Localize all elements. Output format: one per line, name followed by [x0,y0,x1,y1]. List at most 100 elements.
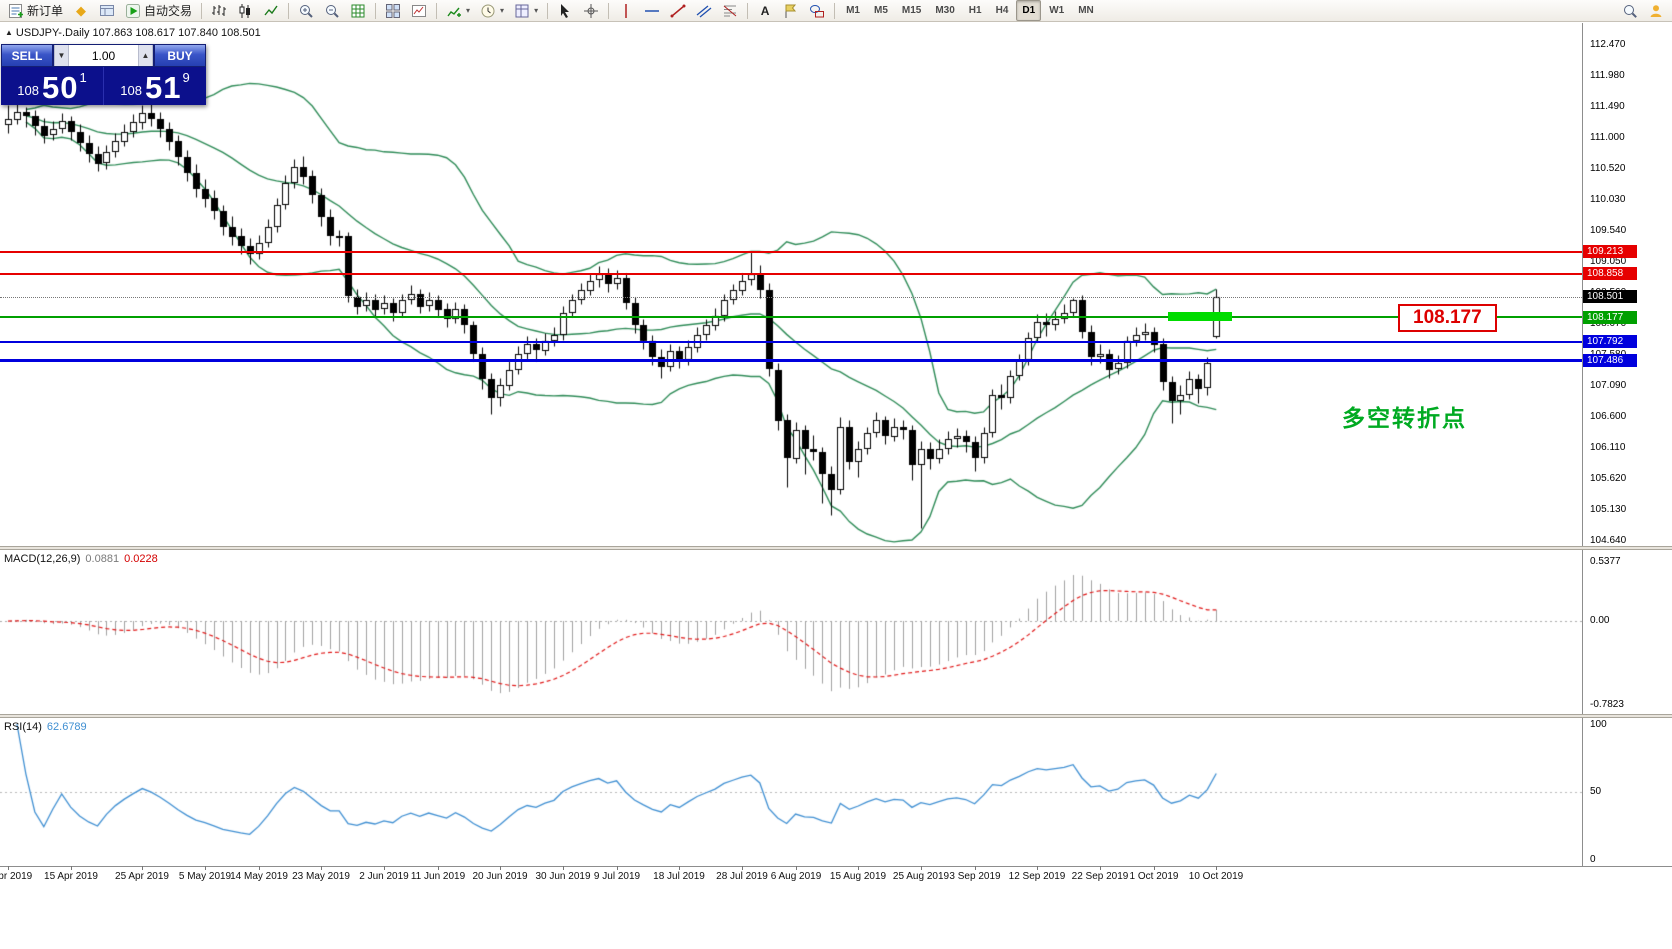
date-label: 10 Oct 2019 [1188,871,1244,882]
community-button[interactable] [1644,0,1668,21]
candlestick-button[interactable] [233,0,257,21]
autotrading-button[interactable]: 自动交易 [121,0,196,21]
macd-scale-bottom: -0.7823 [1590,699,1624,710]
text-button[interactable]: A [753,0,777,21]
channel-button[interactable] [692,0,716,21]
date-tick-mark [384,866,385,870]
template-icon: ◆ [76,2,87,18]
buy-price-base: 108 [120,83,142,98]
dropdown-caret-icon: ▾ [534,6,539,15]
date-label: 1 Oct 2019 [1129,871,1179,882]
buy-button[interactable]: BUY [154,44,206,67]
date-label: 30 Jun 2019 [535,871,591,882]
timeframe-mn-button[interactable]: MN [1078,5,1094,16]
price-callout-label[interactable]: 108.177 [1398,304,1497,332]
date-label: 23 May 2019 [292,871,350,882]
level-line-108.858[interactable] [0,273,1582,275]
date-label: 6 Aug 2019 [770,871,822,882]
timeframe-m5-button[interactable]: M5 [873,5,888,16]
price-tick-111.980: 111.980 [1590,70,1625,82]
timeframe-h1-button[interactable]: H1 [968,5,982,16]
indicators-dropdown[interactable]: ▾ [442,0,474,21]
horizontal-line-button[interactable] [640,0,664,21]
timeframe-m15-button[interactable]: M15 [901,5,922,16]
panel-separator[interactable] [0,714,1672,718]
bar-chart-button[interactable] [207,0,231,21]
macd-canvas[interactable] [0,550,1582,714]
buy-price-sup: 9 [182,70,190,85]
timeframe-d1-button[interactable]: D1 [1016,0,1042,21]
label-button[interactable] [779,0,803,21]
buy-price[interactable]: 108 51 9 [103,67,206,105]
rsi-canvas[interactable] [0,718,1582,866]
chart-title: ▲ USDJPY-.Daily 107.863 108.617 107.840 1… [5,27,261,39]
zoom-out-button[interactable] [320,0,344,21]
volume-decrease-button[interactable]: ▼ [54,45,69,66]
volume-input[interactable] [69,45,138,66]
turning-point-text[interactable]: 多空转折点 [1342,405,1467,431]
sell-price[interactable]: 108 50 1 [1,67,103,105]
timeframe-h4-button[interactable]: H4 [995,5,1009,16]
autotrading-icon [125,3,141,19]
toolbar: 新订单 ◆ 自动交易 ▾ ▾ ▾ A M1 M5 M15 M30 H1 H4 D1 W1 MN [0,0,1672,22]
sell-button[interactable]: SELL [1,44,53,67]
vertical-line-button[interactable] [614,0,638,21]
candlestick-icon [237,3,253,19]
line-chart-button[interactable] [259,0,283,21]
date-tick-mark [796,866,797,870]
trade-prices-row: 108 50 1 108 51 9 [1,67,206,105]
level-line-107.486[interactable] [0,359,1582,362]
price-tick-105.620: 105.620 [1590,473,1627,485]
green-highlight-bar[interactable] [1168,312,1232,321]
price-tag-107.792: 107.792 [1583,335,1637,349]
fibonacci-button[interactable] [718,0,742,21]
volume-increase-button[interactable]: ▲ [138,45,153,66]
date-label: 25 Apr 2019 [115,871,169,882]
crosshair-icon [583,3,599,19]
profiles-button[interactable] [95,0,119,21]
symbol-direction-icon: ▲ [5,28,13,37]
timeframe-m1-button[interactable]: M1 [846,5,860,16]
timeframe-w1-button[interactable]: W1 [1049,5,1065,16]
timeframe-m30-button[interactable]: M30 [935,5,955,16]
price-tick-111.000: 111.000 [1590,132,1625,144]
price-chart-canvas[interactable] [0,23,1582,546]
date-label: 25 Aug 2019 [892,871,950,882]
periods-dropdown[interactable]: ▾ [476,0,508,21]
date-tick-mark [617,866,618,870]
date-tick-mark [858,866,859,870]
level-line-108.177[interactable] [0,316,1582,318]
zoom-in-button[interactable] [294,0,318,21]
new-order-button[interactable]: 新订单 [4,0,67,21]
autotrading-button-label: 自动交易 [144,4,193,18]
tile-windows-button[interactable] [381,0,405,21]
grid-button[interactable] [346,0,370,21]
indicator-list-button[interactable] [407,0,431,21]
toolbar-separator [436,2,438,19]
rsi-value: 62.6789 [46,721,87,733]
level-line-108.501[interactable] [0,297,1582,298]
level-line-109.213[interactable] [0,251,1582,253]
date-tick-mark [563,866,564,870]
search-button[interactable] [1618,0,1642,21]
trendline-button[interactable] [666,0,690,21]
toolbar-separator [375,2,377,19]
trade-controls-row: SELL ▼ ▲ BUY [1,44,206,67]
shapes-button[interactable] [805,0,829,21]
date-label: 12 Sep 2019 [1008,871,1066,882]
dropdown-caret-icon: ▾ [466,6,471,15]
rsi-scale-top: 100 [1590,719,1607,730]
templates-dropdown[interactable]: ▾ [510,0,542,21]
new-order-button-label: 新订单 [27,4,64,18]
panel-separator[interactable] [0,546,1672,550]
label-icon [783,3,799,19]
indicator-list-icon [411,3,427,19]
toolbar-separator [608,2,610,19]
price-tick-110.030: 110.030 [1590,193,1626,205]
crosshair-button[interactable] [579,0,603,21]
cursor-button[interactable] [553,0,577,21]
level-line-107.792[interactable] [0,341,1582,343]
shapes-icon [809,3,825,19]
tile-windows-icon [385,3,401,19]
templates-button[interactable]: ◆ [69,0,93,21]
